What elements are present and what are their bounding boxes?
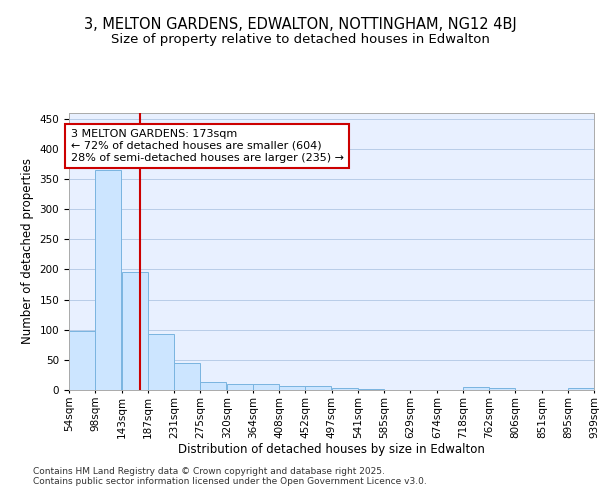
Bar	[95, 170, 121, 390]
Bar	[122, 272, 148, 390]
Text: Size of property relative to detached houses in Edwalton: Size of property relative to detached ho…	[110, 32, 490, 46]
Bar	[200, 382, 226, 390]
Text: 3 MELTON GARDENS: 173sqm
← 72% of detached houses are smaller (604)
28% of semi-: 3 MELTON GARDENS: 173sqm ← 72% of detach…	[71, 130, 344, 162]
X-axis label: Distribution of detached houses by size in Edwalton: Distribution of detached houses by size …	[178, 443, 485, 456]
Text: 3, MELTON GARDENS, EDWALTON, NOTTINGHAM, NG12 4BJ: 3, MELTON GARDENS, EDWALTON, NOTTINGHAM,…	[83, 18, 517, 32]
Text: Contains HM Land Registry data © Crown copyright and database right 2025.
Contai: Contains HM Land Registry data © Crown c…	[33, 466, 427, 486]
Bar	[568, 388, 594, 390]
Bar	[253, 384, 279, 390]
Bar	[358, 389, 384, 390]
Bar	[332, 388, 358, 390]
Bar	[227, 384, 253, 390]
Bar	[148, 334, 174, 390]
Bar	[463, 387, 489, 390]
Bar	[69, 331, 95, 390]
Bar	[279, 386, 305, 390]
Bar	[489, 388, 515, 390]
Y-axis label: Number of detached properties: Number of detached properties	[21, 158, 34, 344]
Bar	[174, 363, 200, 390]
Bar	[305, 386, 331, 390]
